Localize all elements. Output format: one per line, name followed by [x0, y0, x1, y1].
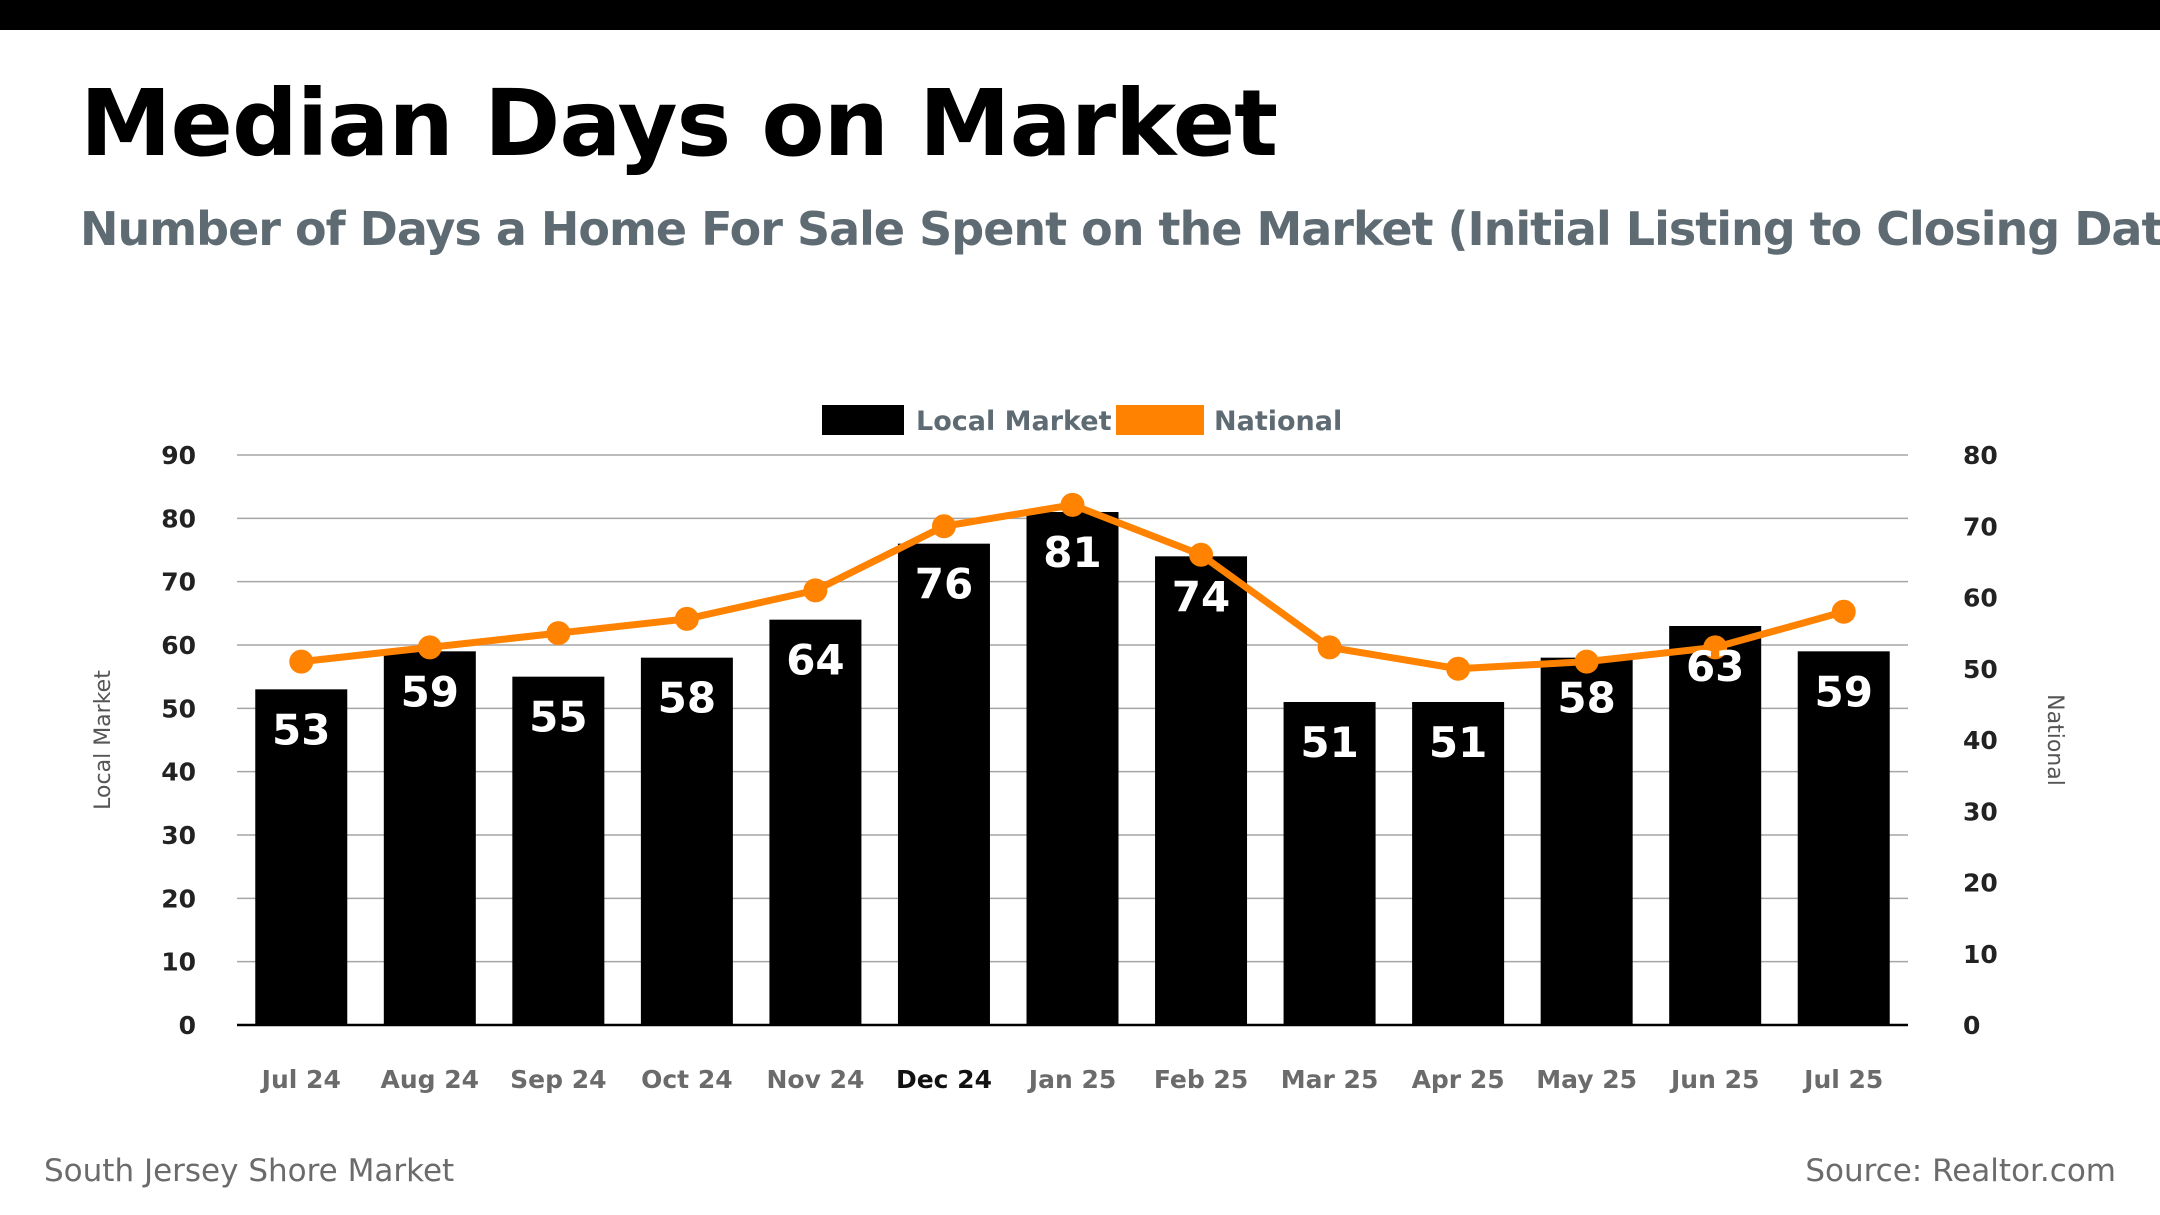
y-right-tick-label: 70 [1963, 512, 1998, 541]
x-tick-label: Dec 24 [896, 1065, 992, 1094]
y-left-tick-label: 90 [161, 441, 196, 470]
national-point [546, 621, 571, 646]
bar-data-label: 53 [272, 705, 330, 754]
national-point [1446, 656, 1471, 681]
bar [1669, 626, 1762, 1025]
bar-data-label: 64 [786, 636, 844, 685]
national-point [931, 514, 956, 539]
x-tick-label: Aug 24 [381, 1065, 480, 1094]
national-point [1317, 635, 1342, 660]
footer-market-name: South Jersey Shore Market [44, 1153, 455, 1189]
x-tick-label: Jul 25 [1802, 1065, 1883, 1094]
bar [1283, 702, 1376, 1025]
y-left-tick-label: 70 [161, 568, 196, 597]
x-tick-label: May 25 [1536, 1065, 1637, 1094]
y-right-tick-label: 20 [1963, 869, 1998, 898]
page-title: Median Days on Market [80, 70, 1278, 177]
bar-data-label: 81 [1043, 528, 1101, 577]
page-subtitle: Number of Days a Home For Sale Spent on … [80, 202, 2160, 256]
bar-data-label: 55 [529, 693, 587, 742]
bar [1412, 702, 1505, 1025]
national-point [1189, 542, 1214, 567]
y-left-tick-label: 60 [161, 631, 196, 660]
bar [1540, 657, 1633, 1025]
y-right-tick-label: 50 [1963, 655, 1998, 684]
x-tick-label: Nov 24 [766, 1065, 864, 1094]
x-tick-label: Jun 25 [1669, 1065, 1759, 1094]
y-right-axis-title: National [2042, 694, 2067, 786]
legend-label-national: National [1214, 406, 1342, 437]
x-tick-label: Jan 25 [1027, 1065, 1116, 1094]
top-bar [0, 0, 2160, 30]
legend-swatch-national [1116, 405, 1204, 435]
national-point [1574, 649, 1599, 674]
y-right-tick-label: 60 [1963, 584, 1998, 613]
bar [1026, 512, 1119, 1025]
legend-swatch-local [822, 405, 904, 435]
bar-data-label: 59 [401, 667, 459, 716]
y-left-tick-label: 50 [161, 694, 196, 723]
bar-data-label: 59 [1815, 667, 1873, 716]
national-point [289, 649, 314, 674]
y-right-tick-label: 10 [1963, 940, 1998, 969]
y-left-axis-title: Local Market [91, 670, 116, 810]
national-point [1831, 599, 1856, 624]
bar-data-label: 51 [1300, 718, 1358, 767]
bar [1155, 556, 1248, 1025]
national-point [1060, 492, 1085, 517]
bar-data-label: 74 [1172, 572, 1230, 621]
legend-label-local: Local Market [916, 406, 1112, 437]
y-right-tick-label: 80 [1963, 441, 1998, 470]
bar [897, 543, 990, 1025]
bar-data-label: 58 [658, 674, 716, 723]
y-left-tick-label: 0 [179, 1011, 196, 1040]
national-point [417, 635, 442, 660]
y-left-tick-label: 10 [161, 948, 196, 977]
y-left-tick-label: 20 [161, 884, 196, 913]
y-right-tick-label: 30 [1963, 797, 1998, 826]
national-point [803, 578, 828, 603]
y-right-tick-label: 0 [1963, 1011, 1980, 1040]
bar [640, 657, 733, 1025]
bar [383, 651, 476, 1025]
bar [769, 619, 862, 1025]
bar [255, 689, 348, 1025]
x-tick-label: Apr 25 [1412, 1065, 1505, 1094]
x-tick-label: Oct 24 [641, 1065, 733, 1094]
bar [1797, 651, 1890, 1025]
y-left-tick-label: 40 [161, 758, 196, 787]
bar [512, 676, 605, 1025]
footer-source: Source: Realtor.com [1805, 1153, 2116, 1189]
x-tick-label: Feb 25 [1154, 1065, 1248, 1094]
bar-data-label: 58 [1557, 674, 1615, 723]
x-tick-label: Sep 24 [510, 1065, 606, 1094]
bar-data-label: 51 [1429, 718, 1487, 767]
y-left-tick-label: 30 [161, 821, 196, 850]
y-right-tick-label: 40 [1963, 726, 1998, 755]
x-tick-label: Jul 24 [260, 1065, 341, 1094]
national-point [1703, 635, 1728, 660]
national-point [674, 606, 699, 631]
y-left-tick-label: 80 [161, 504, 196, 533]
x-tick-label: Mar 25 [1281, 1065, 1379, 1094]
bar-data-label: 76 [915, 560, 973, 609]
bar-data-label: 63 [1686, 642, 1744, 691]
